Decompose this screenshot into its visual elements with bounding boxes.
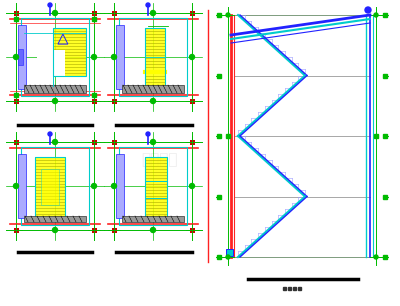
Bar [92,10,96,16]
Circle shape [146,132,150,136]
Bar [112,227,116,233]
Circle shape [14,54,18,59]
Bar [383,255,387,259]
Bar [92,227,96,233]
Bar [217,255,221,259]
Bar [383,73,387,77]
Circle shape [150,227,156,233]
Bar [35,157,65,217]
Circle shape [48,3,52,7]
Circle shape [150,99,156,103]
Circle shape [226,255,230,259]
Text: 工小兵网: 工小兵网 [142,152,178,167]
Bar [190,140,194,144]
Bar [92,17,96,21]
Bar [41,169,59,205]
Bar [16,13,94,101]
Bar [114,13,192,101]
Bar [122,216,184,222]
Bar [21,18,89,96]
Bar [145,157,167,217]
Bar [226,249,233,256]
Bar [14,140,18,144]
Circle shape [112,54,116,59]
Bar [18,49,23,65]
Bar [122,85,184,93]
Circle shape [52,140,58,144]
Bar [14,10,18,16]
Circle shape [226,13,230,17]
Circle shape [52,227,58,233]
Bar [145,157,167,217]
Bar [14,227,18,233]
Bar [114,142,192,230]
Bar [21,147,89,225]
Bar [92,93,96,97]
Bar [116,154,124,218]
Circle shape [92,54,96,59]
Bar [217,134,221,138]
Bar [145,28,165,86]
Circle shape [146,3,150,7]
Bar [190,99,194,103]
Bar [14,99,18,103]
Bar [293,287,296,290]
Bar [217,73,221,77]
Bar [24,85,86,93]
Bar [190,10,194,16]
Bar [383,195,387,199]
Bar [119,18,187,96]
Bar [18,25,26,89]
Circle shape [52,10,58,16]
Circle shape [365,7,371,13]
Bar [112,99,116,103]
Circle shape [14,184,18,188]
Bar [217,195,221,199]
Circle shape [190,184,194,188]
Bar [112,10,116,16]
Bar [14,17,18,21]
Bar [374,134,378,138]
Bar [298,287,301,290]
Circle shape [48,132,52,136]
Circle shape [150,10,156,16]
Bar [53,28,86,76]
Bar [119,147,187,225]
Bar [226,134,230,138]
Bar [14,93,18,97]
Bar [112,140,116,144]
Circle shape [112,184,116,188]
Bar [92,99,96,103]
Bar [383,134,387,138]
Bar [37,50,65,76]
Bar [35,157,65,217]
Bar [24,216,86,222]
Bar [383,13,387,17]
Bar [190,227,194,233]
Bar [18,154,26,218]
Bar [283,287,286,290]
Bar [217,13,221,17]
Bar [116,25,124,89]
Bar [92,140,96,144]
Circle shape [374,13,378,17]
Bar [53,28,86,76]
Bar [145,28,165,86]
Circle shape [190,54,194,59]
Bar [288,287,291,290]
Circle shape [52,99,58,103]
Circle shape [150,140,156,144]
Bar [16,142,94,230]
Circle shape [374,255,378,259]
Bar [228,15,376,257]
Circle shape [92,184,96,188]
